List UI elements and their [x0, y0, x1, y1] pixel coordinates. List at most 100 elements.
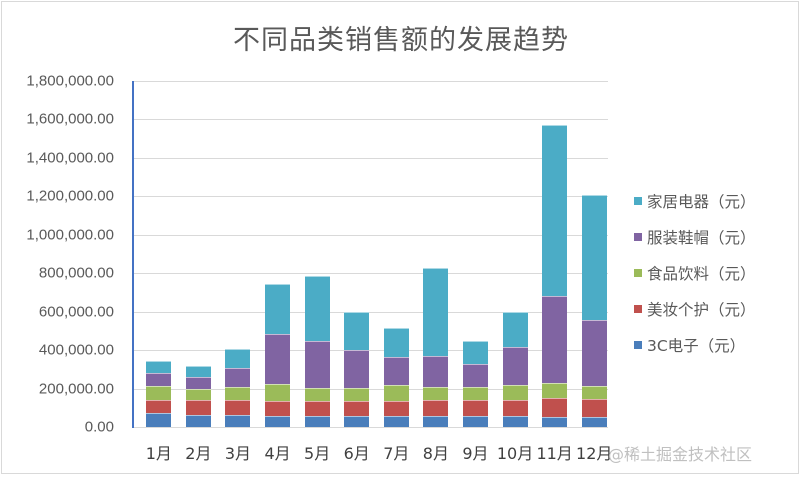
- stacked-bar: [423, 267, 449, 427]
- chart-title: 不同品类销售额的发展趋势: [233, 25, 569, 56]
- bar-segment: [304, 341, 330, 388]
- bar-segment: [581, 385, 607, 399]
- stacked-bar: [581, 195, 607, 427]
- bar-segment: [423, 356, 449, 388]
- gridline: [133, 234, 608, 236]
- stacked-bar: [502, 311, 528, 427]
- bar-segment: [383, 385, 409, 401]
- legend-item-food-beverage: 食品饮料（元）: [634, 255, 756, 291]
- bar-segment: [542, 398, 568, 418]
- x-tick-label: 1月: [145, 444, 172, 463]
- legend-label: 3C电子（元）: [647, 337, 746, 355]
- gridline: [133, 157, 608, 159]
- legend-item-beauty: 美妆个护（元）: [634, 291, 756, 327]
- bar-segment: [344, 416, 370, 427]
- bar-segment: [462, 400, 488, 417]
- gridline: [133, 196, 608, 198]
- bar-segment: [344, 311, 370, 350]
- bar-segment: [502, 347, 528, 385]
- bar-segment: [185, 400, 211, 416]
- bar-segment: [462, 387, 488, 401]
- bar-segment: [462, 340, 488, 364]
- stacked-bar: [146, 360, 172, 427]
- bar-segment: [502, 400, 528, 417]
- bar-segment: [383, 400, 409, 417]
- bar-segment: [542, 417, 568, 427]
- y-tick-label: 1,400,000.00: [26, 149, 114, 167]
- y-tick-label: 1,800,000.00: [26, 72, 114, 90]
- x-tick-label: 6月: [343, 444, 370, 463]
- x-tick-label: 2月: [185, 444, 212, 463]
- plot-area: [133, 81, 608, 428]
- bar-segment: [344, 349, 370, 388]
- gridline: [133, 273, 608, 275]
- y-tick-label: 1,600,000.00: [26, 110, 114, 128]
- bar-segment: [265, 401, 291, 417]
- bar-segment: [542, 383, 568, 399]
- bar-segment: [265, 283, 291, 334]
- bar-segment: [423, 387, 449, 401]
- bar-segment: [581, 417, 607, 427]
- gridline: [133, 350, 608, 352]
- legend: 家居电器（元） 服装鞋帽（元） 食品饮料（元） 美妆个护（元） 3C电子（元）: [634, 183, 756, 363]
- bar-segment: [304, 388, 330, 402]
- bar-segment: [185, 415, 211, 427]
- bar-segment: [462, 416, 488, 427]
- bar-segment: [581, 398, 607, 418]
- stacked-bar: [304, 276, 330, 427]
- x-tick-label: 4月: [264, 444, 291, 463]
- legend-label: 家居电器（元）: [647, 193, 756, 211]
- x-tick-label: 7月: [383, 444, 410, 463]
- bar-segment: [225, 386, 251, 401]
- legend-label: 服装鞋帽（元）: [647, 229, 756, 247]
- bar-segment: [146, 360, 172, 373]
- bar-segment: [383, 416, 409, 427]
- bar-segment: [383, 328, 409, 357]
- bar-segment: [225, 415, 251, 427]
- gridline: [133, 388, 608, 390]
- legend-swatch-icon: [634, 197, 642, 205]
- bar-segment: [146, 373, 172, 387]
- stacked-bar: [462, 340, 488, 427]
- y-tick-label: 800,000.00: [38, 264, 114, 282]
- bar-segment: [344, 401, 370, 417]
- bar-segment: [265, 384, 291, 402]
- stacked-bar: [383, 328, 409, 427]
- x-tick-label: 9月: [462, 444, 489, 463]
- stacked-bar: [225, 349, 251, 427]
- x-tick-label: 12月: [576, 444, 613, 463]
- y-tick-label: 400,000.00: [38, 341, 114, 359]
- bar-segment: [581, 320, 607, 386]
- y-tick-label: 1,200,000.00: [26, 187, 114, 205]
- legend-swatch-icon: [634, 305, 642, 313]
- gridline: [133, 119, 608, 121]
- bar-segment: [542, 295, 568, 384]
- bar-segment: [423, 400, 449, 417]
- legend-label: 食品饮料（元）: [647, 265, 756, 283]
- bar-segment: [502, 311, 528, 348]
- bar-segment: [423, 416, 449, 427]
- y-tick-label: 0.00: [84, 418, 114, 436]
- stacked-bar: [542, 124, 568, 427]
- bar-segment: [423, 267, 449, 357]
- bar-segment: [185, 365, 211, 377]
- bar-segment: [344, 388, 370, 402]
- stacked-bar: [344, 311, 370, 427]
- x-tick-label: 10月: [496, 444, 534, 463]
- bar-segment: [225, 368, 251, 387]
- y-tick-label: 1,000,000.00: [26, 226, 114, 244]
- bar-segment: [225, 400, 251, 416]
- y-tick-label: 600,000.00: [38, 303, 114, 321]
- bar-segment: [146, 400, 172, 413]
- x-tick-label: 11月: [536, 444, 573, 463]
- gridline: [133, 427, 608, 428]
- bar-segment: [304, 416, 330, 427]
- legend-swatch-icon: [634, 269, 642, 277]
- legend-item-3c-electronics: 3C电子（元）: [634, 327, 756, 363]
- legend-swatch-icon: [634, 233, 642, 241]
- bar-segment: [185, 376, 211, 390]
- bar-segment: [304, 401, 330, 417]
- gridline: [133, 311, 608, 313]
- y-tick-label: 200,000.00: [38, 380, 114, 398]
